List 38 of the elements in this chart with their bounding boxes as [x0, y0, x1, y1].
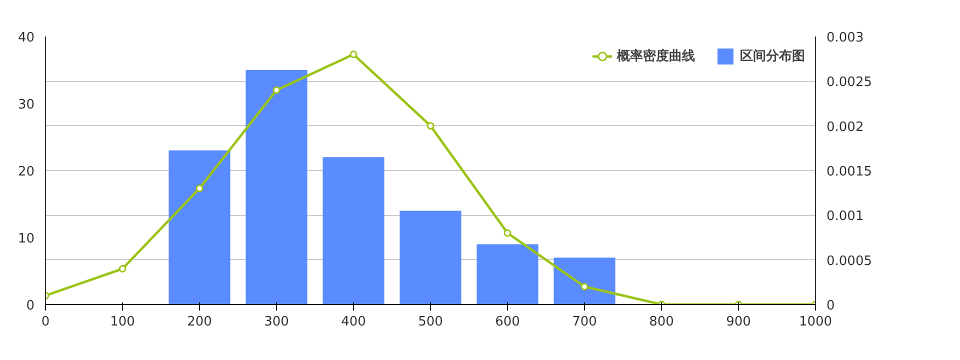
- y2-tick-label: 0: [826, 298, 835, 314]
- x-tick-label: 500: [418, 314, 443, 330]
- point: [196, 184, 204, 192]
- bar: [554, 258, 616, 304]
- x-tick-label: 400: [341, 314, 366, 330]
- bar: [168, 150, 230, 304]
- bar: [322, 157, 384, 304]
- y2-tick-label: 0.0005: [826, 254, 872, 269]
- y2-tick-label: 0.001: [826, 209, 864, 224]
- point: [272, 86, 280, 94]
- y-tick-label: 0: [26, 298, 35, 314]
- point: [118, 265, 126, 273]
- legend-label: 区间分布图: [740, 48, 805, 65]
- point: [350, 50, 358, 58]
- x-tick-label: 0: [41, 314, 50, 330]
- point: [580, 282, 588, 290]
- bar: [400, 210, 462, 304]
- x-tick-label: 200: [187, 314, 212, 330]
- y2-tick-label: 0.0025: [826, 75, 872, 90]
- y-tick-label: 20: [18, 164, 35, 180]
- x-tick-label: 800: [649, 314, 674, 330]
- x-tick-label: 600: [495, 314, 520, 330]
- y2-tick-label: 0.002: [826, 120, 864, 135]
- y2-tick-label: 0.0015: [826, 164, 872, 180]
- point: [504, 229, 512, 237]
- y-tick-label: 30: [18, 98, 35, 112]
- bar: [246, 70, 308, 304]
- y-tick-label: 40: [18, 30, 35, 46]
- x-tick-label: 900: [726, 314, 751, 330]
- x-tick-label: 100: [110, 314, 135, 330]
- x-tick-label: 300: [264, 314, 289, 330]
- y2-tick-label: 0.003: [826, 30, 864, 46]
- y-tick-label: 10: [18, 232, 35, 246]
- x-tick-label: 700: [572, 314, 597, 330]
- point: [426, 122, 434, 130]
- legend-label: 概率密度曲线: [617, 48, 695, 65]
- bar: [476, 244, 538, 304]
- x-tick-label: 1000: [798, 314, 832, 330]
